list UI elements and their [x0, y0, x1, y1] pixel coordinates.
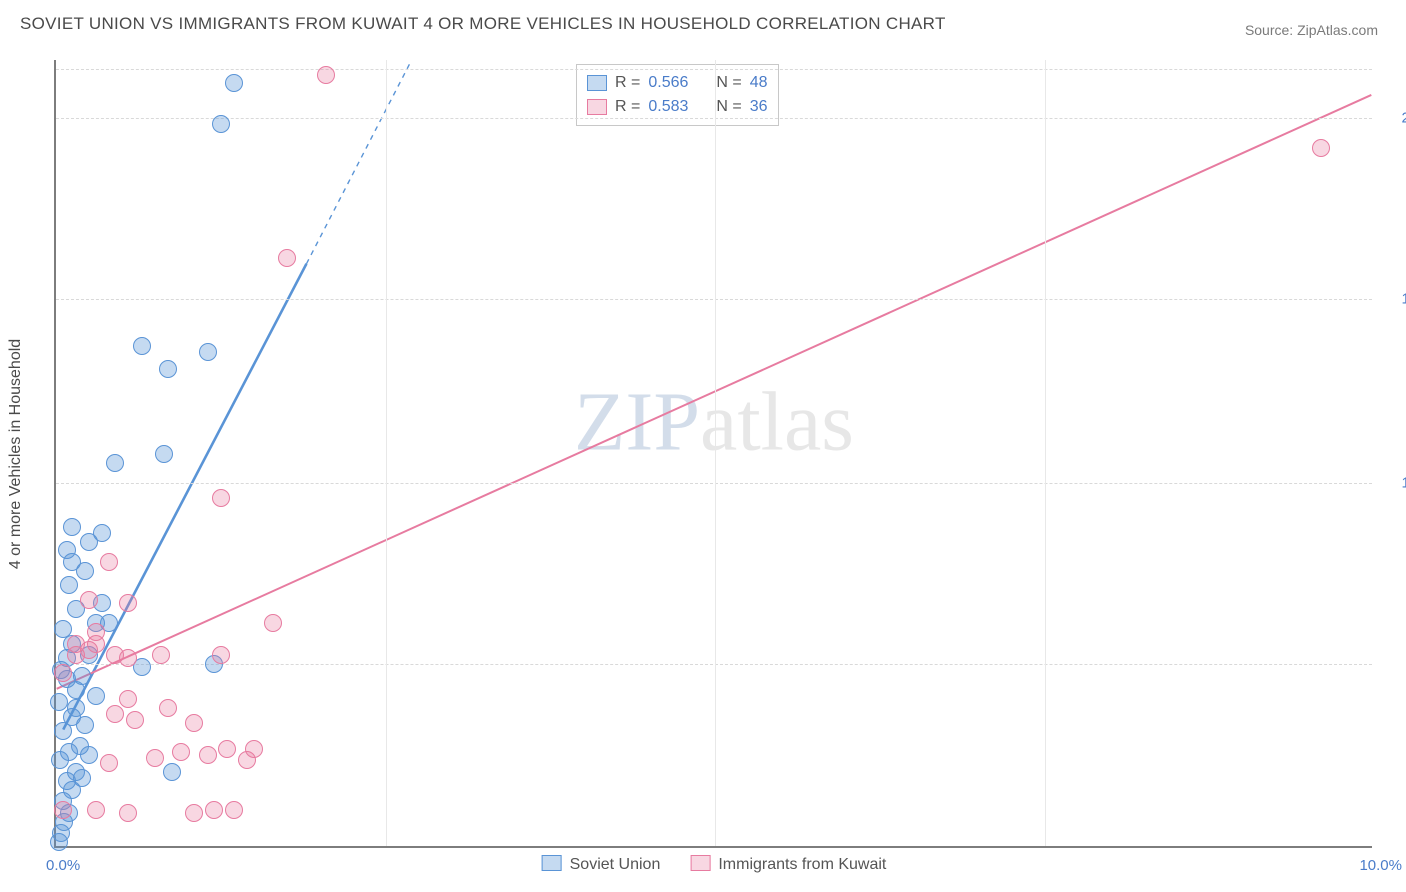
scatter-point [80, 591, 98, 609]
n-label: N = [716, 71, 741, 95]
legend-bottom: Soviet Union Immigrants from Kuwait [542, 855, 887, 874]
scatter-point [152, 646, 170, 664]
x-tick-min: 0.0% [46, 857, 80, 874]
x-tick-max: 10.0% [1359, 857, 1402, 874]
scatter-point [63, 518, 81, 536]
trend-lines-svg [56, 60, 1372, 846]
scatter-point [54, 801, 72, 819]
scatter-point [67, 699, 85, 717]
legend-swatch-soviet [542, 855, 562, 871]
scatter-point [212, 646, 230, 664]
scatter-point [225, 74, 243, 92]
chart-source: Source: ZipAtlas.com [1245, 22, 1378, 38]
scatter-point [185, 714, 203, 732]
scatter-point [159, 699, 177, 717]
scatter-point [80, 533, 98, 551]
scatter-point [54, 664, 72, 682]
legend-statistics: R = 0.566 N = 48 R = 0.583 N = 36 [576, 64, 779, 126]
trend-line [63, 264, 306, 730]
scatter-point [119, 649, 137, 667]
scatter-point [155, 445, 173, 463]
grid-line-h [56, 69, 1372, 70]
legend-item-soviet: Soviet Union [542, 855, 661, 874]
legend-item-kuwait: Immigrants from Kuwait [690, 855, 886, 874]
scatter-point [106, 454, 124, 472]
legend-stats-row: R = 0.566 N = 48 [587, 71, 768, 95]
y-tick-label: 25.0% [1401, 110, 1406, 127]
legend-swatch [587, 99, 607, 115]
scatter-point [172, 743, 190, 761]
scatter-point [163, 763, 181, 781]
scatter-point [58, 541, 76, 559]
scatter-point [199, 343, 217, 361]
legend-swatch [587, 75, 607, 91]
grid-line-h [56, 299, 1372, 300]
scatter-point [119, 594, 137, 612]
grid-line-h [56, 118, 1372, 119]
scatter-point [205, 801, 223, 819]
legend-swatch-kuwait [690, 855, 710, 871]
scatter-point [106, 705, 124, 723]
r-label: R = [615, 71, 640, 95]
scatter-point [1312, 139, 1330, 157]
scatter-point [245, 740, 263, 758]
scatter-point [73, 667, 91, 685]
scatter-point [278, 249, 296, 267]
legend-stats-row: R = 0.583 N = 36 [587, 95, 768, 119]
trend-line [57, 95, 1372, 689]
r-value: 0.566 [648, 71, 688, 95]
scatter-point [60, 576, 78, 594]
scatter-point [146, 749, 164, 767]
legend-label-soviet: Soviet Union [570, 856, 661, 873]
y-tick-label: 18.8% [1401, 291, 1406, 308]
scatter-point [100, 754, 118, 772]
n-value: 48 [750, 71, 768, 95]
grid-line-v [715, 60, 716, 846]
scatter-point [126, 711, 144, 729]
scatter-point [225, 801, 243, 819]
grid-line-v [1045, 60, 1046, 846]
grid-line-h [56, 483, 1372, 484]
scatter-point [212, 115, 230, 133]
scatter-point [159, 360, 177, 378]
n-label: N = [716, 95, 741, 119]
scatter-point [100, 553, 118, 571]
chart-title: SOVIET UNION VS IMMIGRANTS FROM KUWAIT 4… [20, 14, 946, 34]
scatter-point [87, 623, 105, 641]
scatter-point [119, 804, 137, 822]
scatter-point [264, 614, 282, 632]
grid-line-v [386, 60, 387, 846]
plot-area: ZIPatlas R =0.566N =48R =0.583N =36 0.0%… [54, 60, 1372, 848]
scatter-point [54, 620, 72, 638]
r-value: 0.583 [648, 95, 688, 119]
scatter-point [218, 740, 236, 758]
chart-container: 4 or more Vehicles in Household ZIPatlas… [54, 60, 1372, 848]
trend-line-dashed [306, 60, 411, 264]
scatter-point [212, 489, 230, 507]
scatter-point [119, 690, 137, 708]
y-axis-label: 4 or more Vehicles in Household [7, 339, 25, 569]
grid-line-h [56, 664, 1372, 665]
legend-label-kuwait: Immigrants from Kuwait [718, 856, 886, 873]
scatter-point [87, 687, 105, 705]
scatter-point [50, 693, 68, 711]
r-label: R = [615, 95, 640, 119]
scatter-point [199, 746, 217, 764]
scatter-point [133, 337, 151, 355]
scatter-point [73, 769, 91, 787]
scatter-point [76, 716, 94, 734]
scatter-point [185, 804, 203, 822]
n-value: 36 [750, 95, 768, 119]
scatter-point [87, 801, 105, 819]
scatter-point [80, 746, 98, 764]
scatter-point [67, 635, 85, 653]
scatter-point [317, 66, 335, 84]
y-tick-label: 12.5% [1401, 475, 1406, 492]
